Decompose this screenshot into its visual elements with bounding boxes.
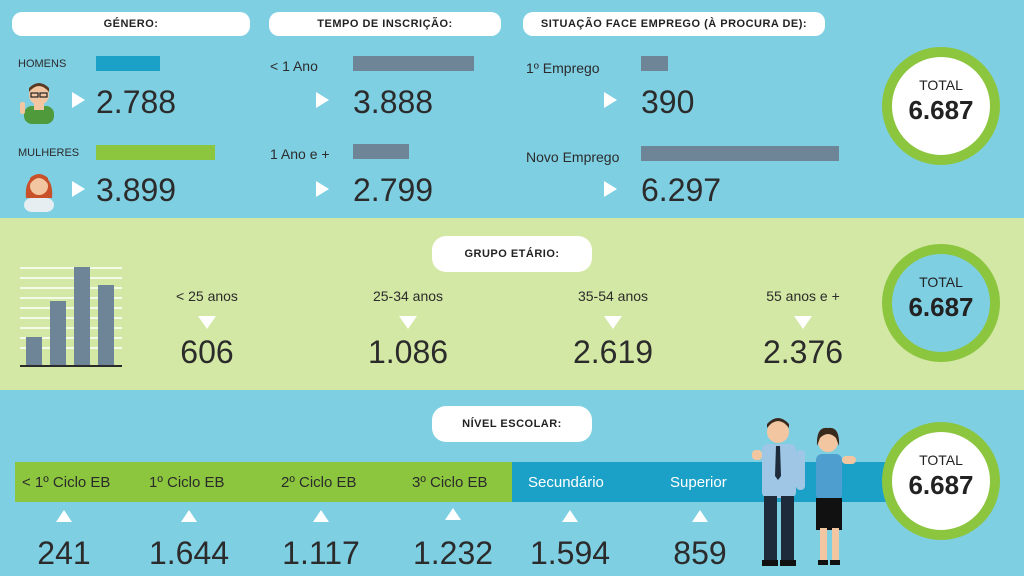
genero-title: GÉNERO: xyxy=(12,12,250,36)
grupo-title: GRUPO ETÁRIO: xyxy=(432,236,592,272)
arrow-right-icon xyxy=(604,181,617,197)
arrow-down-icon xyxy=(794,316,812,329)
tempo-menos-label: < 1 Ano xyxy=(270,58,318,74)
age-group-value: 606 xyxy=(180,334,234,370)
arrow-right-icon xyxy=(72,181,85,197)
primeiro-emprego-value: 390 xyxy=(641,84,695,120)
arrow-up-icon xyxy=(692,510,708,522)
homens-value: 2.788 xyxy=(96,84,177,120)
arrow-right-icon xyxy=(316,181,329,197)
age-group-label: 25-34 anos xyxy=(372,288,444,304)
novo-emprego-value: 6.297 xyxy=(641,172,722,208)
age-group-label: 35-54 anos xyxy=(577,288,649,304)
arrow-right-icon xyxy=(316,92,329,108)
total-value: 6.687 xyxy=(908,95,974,125)
total-label: TOTAL xyxy=(919,274,963,290)
homens-label: HOMENS xyxy=(18,58,67,70)
education-value: 1.594 xyxy=(529,535,611,571)
age-group-label: < 25 anos xyxy=(176,288,238,304)
age-group-item: 35-54 anos xyxy=(563,288,663,304)
man-icon xyxy=(20,83,54,124)
arrow-down-icon xyxy=(399,316,417,329)
education-label: 1º Ciclo EB xyxy=(149,474,225,491)
novo-emprego-bar xyxy=(641,146,839,161)
total-circle-bottom: TOTAL 6.687 xyxy=(882,422,1000,540)
tempo-mais-value: 2.799 xyxy=(353,172,434,208)
situacao-title: SITUAÇÃO FACE EMPREGO (À PROCURA DE): xyxy=(523,12,825,36)
arrow-down-icon xyxy=(198,316,216,329)
arrow-up-icon xyxy=(56,510,72,522)
mulheres-label: MULHERES xyxy=(18,147,80,159)
tempo-mais-bar xyxy=(353,144,409,159)
arrow-right-icon xyxy=(72,92,85,108)
mulheres-value: 3.899 xyxy=(96,172,177,208)
age-group-value: 2.376 xyxy=(762,334,844,370)
education-label: 2º Ciclo EB xyxy=(281,474,357,491)
primeiro-emprego-bar xyxy=(641,56,668,71)
age-group-item: 55 anos e + xyxy=(748,288,858,304)
education-label: < 1º Ciclo EB xyxy=(22,474,111,491)
tempo-menos-value: 3.888 xyxy=(353,84,434,120)
novo-emprego-label: Novo Emprego xyxy=(526,149,620,165)
tempo-menos-bar xyxy=(353,56,474,71)
total-label: TOTAL xyxy=(919,452,963,468)
education-value: 1.644 xyxy=(148,535,230,571)
tempo-title: TEMPO DE INSCRIÇÃO: xyxy=(269,12,501,36)
age-group-value: 1.086 xyxy=(367,334,449,370)
education-value: 1.232 xyxy=(412,535,494,571)
top-section xyxy=(0,0,1024,218)
arrow-right-icon xyxy=(604,92,617,108)
education-strip-green xyxy=(15,462,512,502)
total-value: 6.687 xyxy=(908,470,974,500)
arrow-down-icon xyxy=(604,316,622,329)
arrow-up-icon xyxy=(562,510,578,522)
education-label: 3º Ciclo EB xyxy=(412,474,488,491)
couple-illustration xyxy=(752,418,856,566)
age-group-item: < 25 anos xyxy=(157,288,257,304)
arrow-up-icon xyxy=(313,510,329,522)
total-value: 6.687 xyxy=(908,292,974,322)
age-group-label: 55 anos e + xyxy=(766,288,840,304)
woman-icon xyxy=(24,174,54,212)
homens-bar xyxy=(96,56,160,71)
nivel-title: NÍVEL ESCOLAR: xyxy=(432,406,592,442)
age-group-item: 25-34 anos xyxy=(358,288,458,304)
total-circle-mid: TOTAL 6.687 xyxy=(882,244,1000,362)
education-value: 859 xyxy=(673,535,727,571)
arrow-up-icon xyxy=(181,510,197,522)
education-value: 241 xyxy=(37,535,91,571)
total-label: TOTAL xyxy=(919,77,963,93)
mulheres-bar xyxy=(96,145,215,160)
arrow-up-icon xyxy=(445,508,461,520)
primeiro-emprego-label: 1º Emprego xyxy=(526,60,600,76)
bar-chart-icon xyxy=(20,267,122,367)
total-circle-top: TOTAL 6.687 xyxy=(882,47,1000,165)
education-label: Secundário xyxy=(528,474,604,491)
age-group-value: 2.619 xyxy=(572,334,654,370)
tempo-mais-label: 1 Ano e + xyxy=(270,146,330,162)
education-label: Superior xyxy=(670,474,727,491)
education-value: 1.117 xyxy=(282,535,360,571)
